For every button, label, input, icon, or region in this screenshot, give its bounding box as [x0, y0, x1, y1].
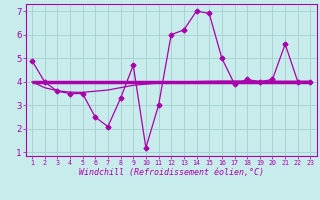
X-axis label: Windchill (Refroidissement éolien,°C): Windchill (Refroidissement éolien,°C)	[79, 168, 264, 177]
